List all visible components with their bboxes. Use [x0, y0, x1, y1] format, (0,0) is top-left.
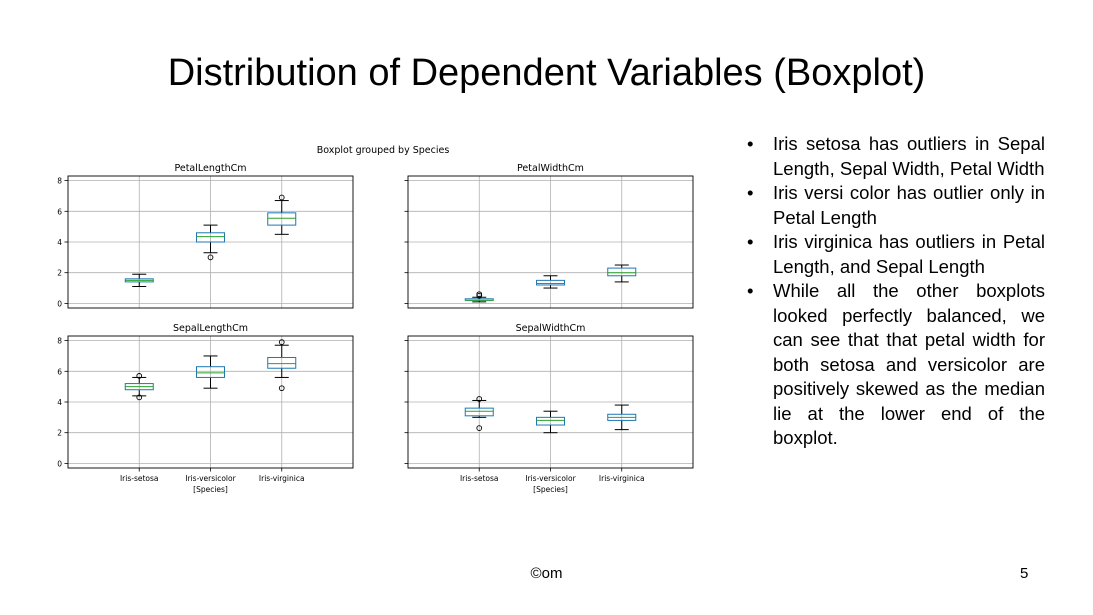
x-tick-label: Iris-setosa [460, 474, 499, 483]
y-tick-label: 6 [57, 367, 62, 376]
x-tick-label: Iris-virginica [599, 474, 645, 483]
outlier-point [278, 194, 285, 201]
bullet-icon: • [747, 231, 754, 252]
chart-suptitle: Boxplot grouped by Species [317, 145, 450, 156]
bullet-list: • Iris setosa has outliers in Sepal Lengt… [745, 132, 1045, 451]
panel-title: PetalWidthCm [517, 163, 584, 174]
panel-title: PetalLengthCm [174, 163, 246, 174]
bullet-text: Iris versi color has outlier only in Pet… [773, 182, 1045, 228]
bullet-icon: • [747, 133, 754, 154]
page-number: 5 [1020, 565, 1029, 582]
outlier-point [278, 385, 285, 392]
y-tick-label: 4 [57, 238, 62, 247]
box [267, 356, 297, 369]
box [536, 279, 565, 286]
outlier-point [476, 396, 483, 402]
y-tick-label: 2 [57, 269, 62, 278]
bullet-text: Iris setosa has outliers in Sepal Length… [773, 133, 1045, 179]
bullet-item: • While all the other boxplots looked per… [745, 279, 1045, 451]
panel-frame [407, 175, 694, 309]
bullet-icon: • [747, 280, 754, 301]
box [196, 232, 225, 243]
y-tick-label: 0 [57, 459, 62, 468]
x-tick-label: Iris-setosa [120, 474, 159, 483]
box [267, 212, 297, 226]
outlier-point [476, 425, 483, 431]
bullet-text: While all the other boxplots looked perf… [773, 280, 1045, 448]
box [196, 366, 225, 378]
boxplot-figure: Boxplot grouped by Species PetalLengthCm 0… [57, 145, 694, 494]
y-tick-label: 4 [57, 398, 62, 407]
y-tick-label: 2 [57, 429, 62, 438]
box [607, 267, 637, 277]
bullet-text: Iris virginica has outliers in Petal Len… [773, 231, 1045, 277]
x-axis-label: [Species] [193, 485, 228, 494]
box [464, 407, 494, 417]
bullet-icon: • [747, 182, 754, 203]
bullet-item: • Iris versi color has outlier only in Pe… [745, 181, 1045, 230]
x-axis-label: [Species] [533, 485, 568, 494]
y-tick-label: 8 [57, 337, 62, 346]
bullet-item: • Iris virginica has outliers in Petal Le… [745, 230, 1045, 279]
y-tick-label: 0 [57, 299, 62, 308]
panel-frame [67, 175, 354, 309]
outlier-point [207, 254, 214, 261]
x-tick-label: Iris-virginica [259, 474, 305, 483]
outlier-point [136, 394, 143, 401]
panel-title: SepalWidthCm [516, 323, 586, 334]
x-tick-label: Iris-versicolor [185, 474, 236, 483]
y-tick-label: 8 [57, 177, 62, 186]
slide-title: Distribution of Dependent Variables (Box… [167, 52, 926, 94]
footer-text: ©om [530, 565, 563, 582]
panel-title: SepalLengthCm [173, 323, 248, 334]
outlier-point [476, 291, 483, 298]
box [536, 416, 565, 426]
bullet-item: • Iris setosa has outliers in Sepal Lengt… [745, 132, 1045, 181]
outlier-point [136, 373, 143, 379]
outlier-point [278, 339, 285, 345]
y-tick-label: 6 [57, 207, 62, 216]
x-tick-label: Iris-versicolor [525, 474, 576, 483]
